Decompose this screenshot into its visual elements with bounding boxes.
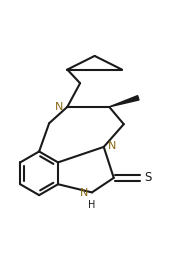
Text: H: H: [88, 200, 96, 210]
Text: N: N: [108, 141, 117, 151]
Text: N: N: [54, 102, 63, 112]
Text: S: S: [145, 171, 152, 184]
Polygon shape: [109, 96, 139, 107]
Text: N: N: [80, 188, 88, 198]
